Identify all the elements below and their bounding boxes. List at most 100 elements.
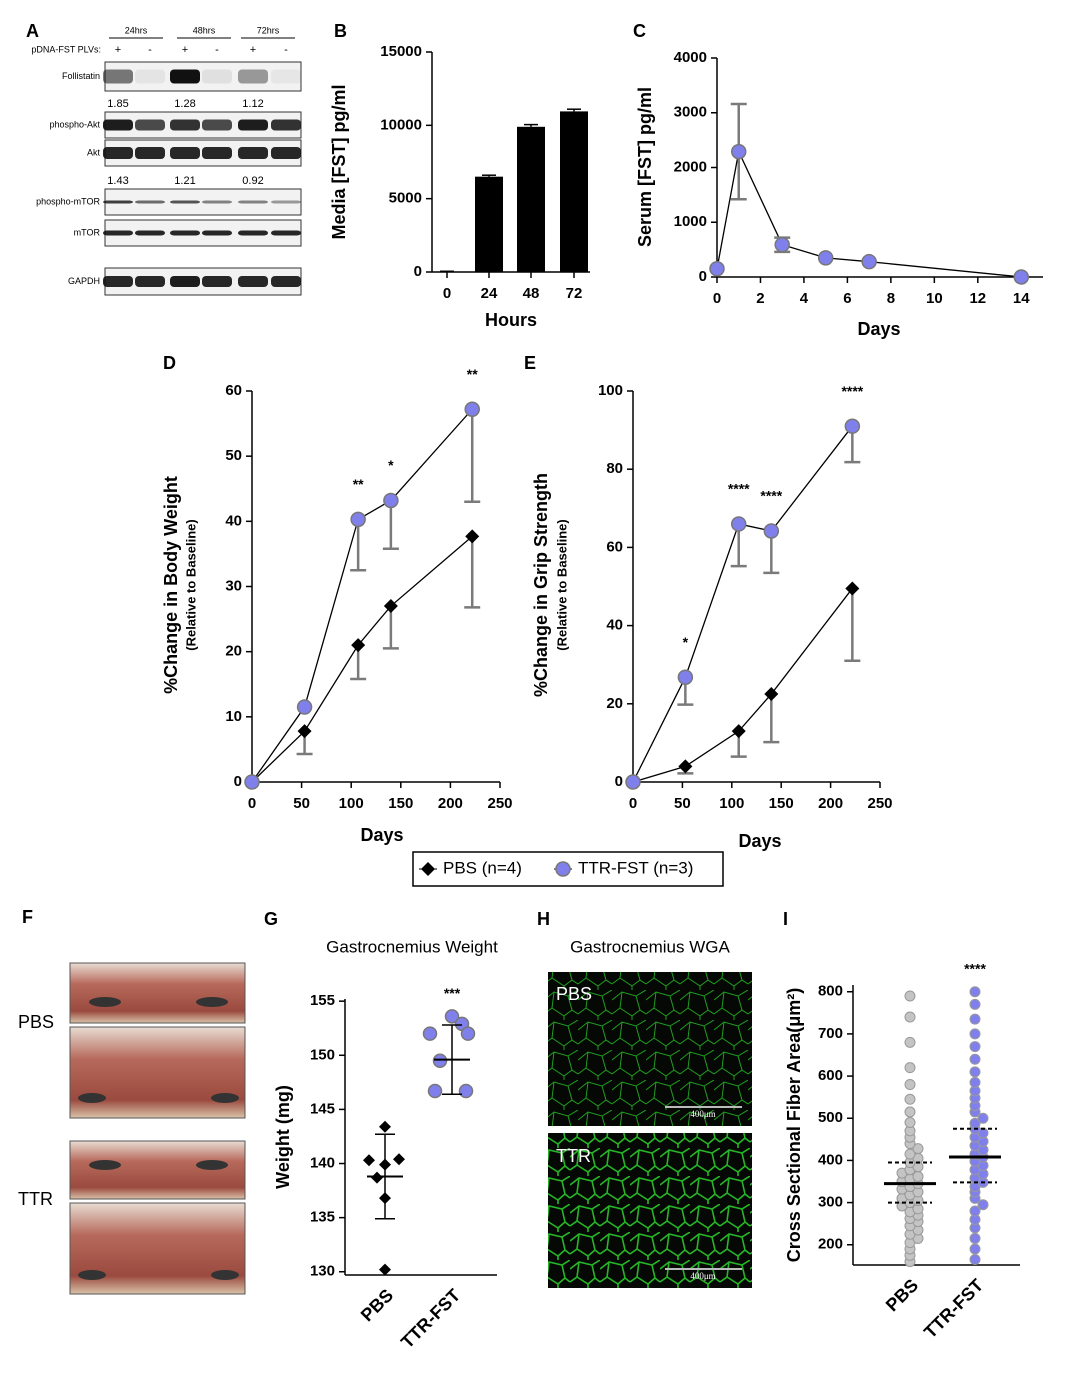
y-tick-label: 0 — [699, 268, 707, 285]
point — [977, 1112, 989, 1124]
x-tick-label: 50 — [674, 795, 691, 812]
point — [904, 1093, 916, 1105]
x-tick-label: 48 — [523, 285, 540, 302]
treatment: + — [182, 44, 188, 56]
treatment-label: pDNA-FST PLVs: — [31, 44, 101, 54]
x-tick-label: 10 — [926, 290, 943, 307]
marker — [730, 516, 747, 532]
blot-row-label: Akt — [87, 147, 101, 157]
x-tick-label: 0 — [713, 290, 721, 307]
point — [969, 998, 981, 1010]
marker — [844, 418, 861, 434]
micrograph-pbs — [548, 972, 752, 1126]
x-tick-label: 250 — [487, 795, 512, 812]
treatment: - — [148, 44, 152, 56]
y-tick-label: 130 — [310, 1263, 335, 1280]
image-label: TTR — [556, 1146, 591, 1166]
bar — [560, 111, 588, 273]
marker — [1013, 269, 1030, 285]
group-label: PBS — [18, 1012, 54, 1032]
blot-band — [271, 200, 301, 204]
marker — [861, 253, 877, 270]
point — [969, 1254, 981, 1266]
panel-label: G — [264, 909, 278, 929]
marker — [297, 724, 312, 739]
blot-band — [238, 147, 268, 159]
y-axis-label: Media [FST] pg/ml — [329, 85, 349, 240]
significance: **** — [964, 960, 986, 976]
blot-band — [170, 276, 200, 287]
y-axis-label: Cross Sectional Fiber Area(μm²) — [784, 988, 804, 1262]
blot-band — [202, 119, 232, 131]
y-tick-label: 40 — [606, 617, 623, 634]
point — [904, 990, 916, 1002]
marker — [730, 143, 747, 160]
marker — [350, 511, 366, 528]
point — [969, 1205, 981, 1217]
band-ratio: 1.12 — [242, 98, 263, 110]
y-tick-label: 700 — [818, 1025, 843, 1042]
x-axis-label: Days — [738, 831, 781, 851]
x-tick-label: 100 — [719, 795, 744, 812]
marker — [678, 759, 693, 774]
y-axis-note: (Relative to Baseline) — [183, 519, 198, 651]
y-tick-label: 2000 — [674, 158, 707, 175]
x-tick-label: 24 — [481, 285, 498, 302]
marker — [444, 1009, 460, 1024]
chart-title: Gastrocnemius Weight — [326, 937, 498, 956]
band-ratio: 1.43 — [107, 175, 128, 187]
y-tick-label: 145 — [310, 1100, 335, 1117]
scale-label: 400μm — [690, 1271, 715, 1281]
y-axis-label: Serum [FST] pg/ml — [635, 87, 655, 247]
point — [969, 1066, 981, 1078]
blot-band — [202, 147, 232, 159]
panel-label: E — [524, 353, 536, 373]
blot-band — [238, 69, 268, 84]
point — [969, 1041, 981, 1053]
blot-band — [170, 147, 200, 159]
x-tick-label: 150 — [388, 795, 413, 812]
panel-label: B — [334, 21, 347, 41]
point — [904, 1106, 916, 1118]
marker — [421, 862, 435, 876]
y-tick-label: 800 — [818, 983, 843, 1000]
y-tick-label: 5000 — [389, 190, 422, 207]
blot-row-label: phospho-mTOR — [36, 196, 100, 206]
x-tick-label: 150 — [769, 795, 794, 812]
blot-band — [135, 276, 165, 287]
blot-band — [103, 69, 133, 84]
marker — [244, 774, 260, 790]
y-axis-note: (Relative to Baseline) — [554, 519, 569, 651]
marker — [296, 699, 313, 715]
treatment: - — [284, 44, 288, 56]
blot-band — [135, 119, 165, 131]
series-line — [251, 535, 473, 783]
significance: ** — [467, 366, 478, 382]
x-tick-label: 2 — [756, 290, 764, 307]
y-tick-label: 0 — [234, 773, 242, 790]
point — [904, 1011, 916, 1023]
blot-band — [170, 119, 200, 131]
blot-band — [271, 69, 301, 84]
y-tick-label: 60 — [225, 382, 242, 399]
y-tick-label: 150 — [310, 1046, 335, 1063]
panel-title: Gastrocnemius WGA — [570, 937, 730, 956]
blot-band — [135, 69, 165, 84]
group-label: TTR — [18, 1189, 53, 1209]
x-tick-label: PBS — [357, 1285, 397, 1325]
point — [969, 1076, 981, 1088]
y-tick-label: 50 — [225, 447, 242, 464]
photo-ttr — [69, 1140, 246, 1295]
marker — [817, 250, 834, 266]
y-tick-label: 20 — [225, 643, 242, 660]
bar — [475, 176, 503, 272]
panel-label: F — [22, 907, 33, 927]
photo-pbs — [69, 962, 246, 1119]
marker — [427, 1083, 443, 1099]
y-tick-label: 3000 — [674, 104, 707, 121]
x-tick-label: PBS — [882, 1275, 922, 1315]
panel-label: H — [537, 909, 550, 929]
timepoint: 48hrs — [193, 25, 216, 35]
blot-band — [103, 276, 133, 287]
significance: * — [683, 634, 689, 650]
